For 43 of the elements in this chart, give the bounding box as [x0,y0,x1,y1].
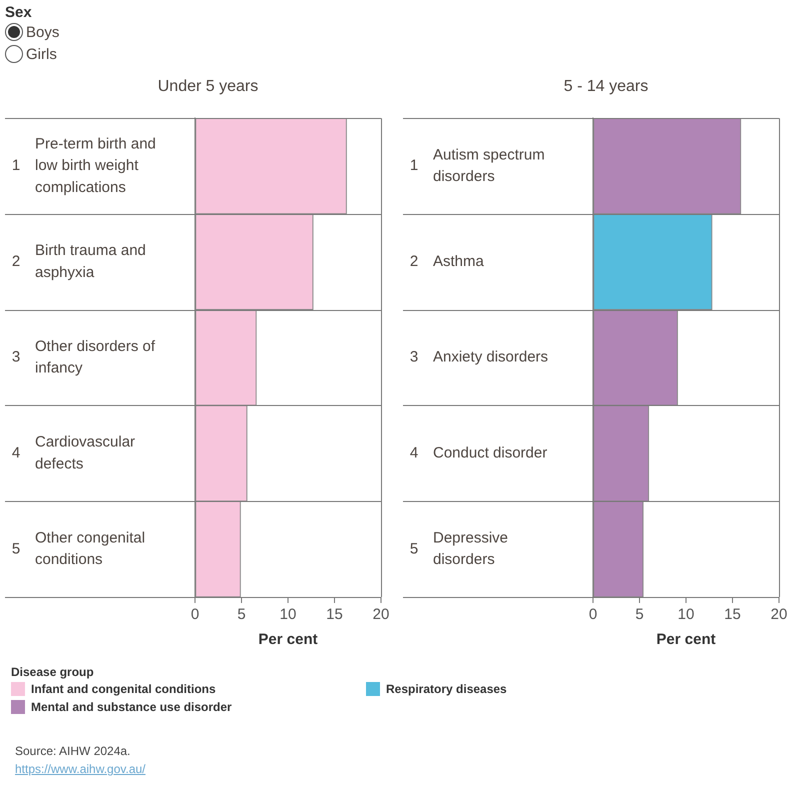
x-tick-label: 5 [635,606,644,624]
text: https://www.aihw.gov.au/ [15,761,147,778]
y-tick-label: Cardiovascular defects [35,434,136,472]
y2-tick-label: 5 [410,540,418,558]
text: Girls [26,46,57,62]
y2-tick-label: 2 [12,252,20,270]
x-tick-label: 15 [724,606,741,624]
y2-tick-label: 1 [410,157,418,174]
x-axis-title: Per cent [656,631,716,648]
y-tick-label: Asthma [433,252,485,270]
chart-title: 5 - 14 years [564,78,648,96]
text: Boys [26,24,60,40]
x-axis-title: Per cent [258,631,318,648]
y-tick-label: Other congenital conditions [35,529,146,568]
text: Sex [5,4,33,21]
x-tick-label: 10 [280,606,296,624]
x-tick-label: 0 [190,606,200,624]
legend-title: Disease group [11,665,95,679]
x-tick-label: 5 [237,606,246,624]
y2-tick-label: 4 [12,444,20,462]
legend-label: Respiratory diseases [386,682,507,696]
x-tick-label: 20 [372,606,390,624]
y2-tick-label: 2 [410,252,418,270]
y2-tick-label: 4 [410,444,418,462]
x-tick-label: 0 [588,606,598,624]
x-tick-label: 15 [326,606,343,624]
chart-title: Under 5 years [158,78,258,96]
y2-tick-label: 1 [12,157,20,174]
legend-label: Mental and substance use disorder [31,700,232,714]
x-tick-label: 10 [678,606,694,624]
y2-tick-label: 5 [12,540,20,558]
source-note: Source: AIHW 2024a. [15,743,132,760]
y-tick-label: Birth trauma and asphyxia [35,242,146,281]
y2-tick-label: 3 [12,348,20,366]
y2-tick-label: 3 [410,348,418,366]
y-tick-label: Depressive disorders [433,529,508,568]
y-tick-label: Other disorders of infancy [35,338,156,377]
y-tick-label: Pre-term birth and low birth weight complications [35,135,156,196]
y-tick-label: Anxiety disorders [433,348,548,366]
legend-label: Infant and congenital conditions [31,682,216,696]
y-tick-label: Autism spectrum disorders [433,146,545,186]
x-tick-label: 20 [770,606,788,624]
y-tick-label: Conduct disorder [433,444,548,462]
